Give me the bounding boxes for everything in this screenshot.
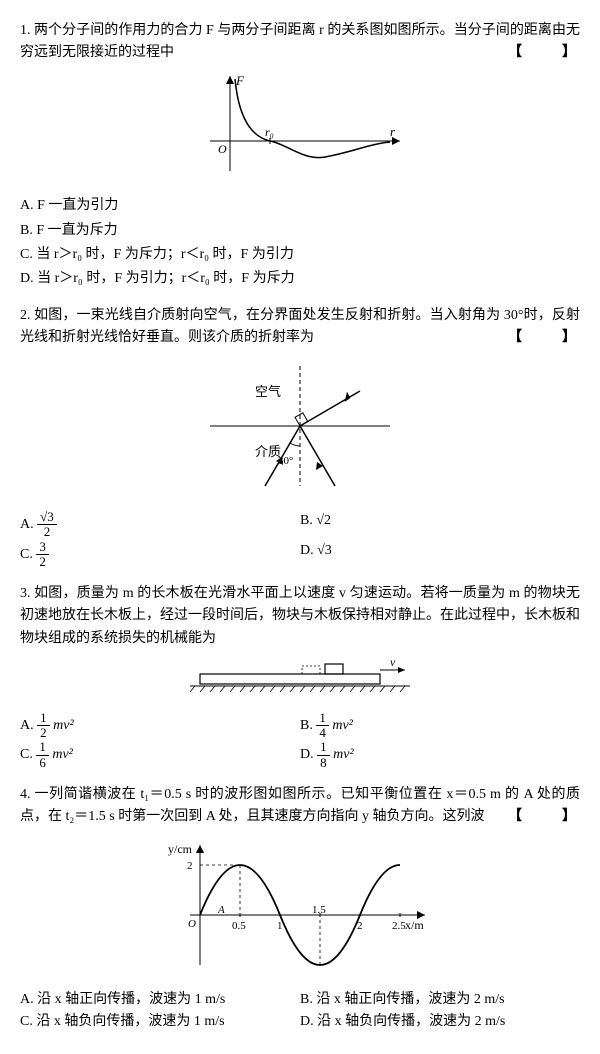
x-axis-label: x/m xyxy=(405,918,424,932)
option-a[interactable]: A. 12 mv² xyxy=(20,711,300,741)
xtick-3: 2 xyxy=(357,920,363,932)
option-d[interactable]: D. 当 r＞r₀ 时，F 为引力；r＜r₀ 时，F 为斥力 xyxy=(20,268,580,290)
q4-options: A. 沿 x 轴正向传播，波速为 1 m/s B. 沿 x 轴正向传播，波速为 … xyxy=(20,989,580,1034)
option-b[interactable]: B. √2 xyxy=(300,510,580,540)
option-c[interactable]: C. 16 mv² xyxy=(20,740,300,770)
question-3: 3. 如图，质量为 m 的长木板在光滑水平面上以速度 v 匀速运动。若将一质量为… xyxy=(20,583,580,770)
q3-options: A. 12 mv² B. 14 mv² C. 16 mv² D. 18 mv² xyxy=(20,711,580,770)
option-a[interactable]: A. F 一直为引力 xyxy=(20,195,580,217)
option-b[interactable]: B. 沿 x 轴正向传播，波速为 2 m/s xyxy=(300,989,580,1011)
option-b[interactable]: B. F 一直为斥力 xyxy=(20,220,580,242)
v-label: v xyxy=(390,656,396,669)
y-axis-label: y/cm xyxy=(168,842,193,856)
A-label: A xyxy=(217,904,225,916)
r0-label: r₀ xyxy=(265,125,274,139)
origin-label: O xyxy=(188,918,196,930)
q1-figure: F r r₀ O xyxy=(20,71,580,189)
q3-number: 3. xyxy=(20,586,31,601)
option-d[interactable]: D. 沿 x 轴负向传播，波速为 2 m/s xyxy=(300,1011,580,1033)
xtick-1: 1 xyxy=(277,920,283,932)
q1-text: 两个分子间的作用力的合力 F 与两分子间距离 r 的关系图如图所示。当分子间的距… xyxy=(20,23,580,60)
option-a[interactable]: A. √32 xyxy=(20,510,300,540)
answer-bracket: 【 】 xyxy=(508,327,580,349)
option-a[interactable]: A. 沿 x 轴正向传播，波速为 1 m/s xyxy=(20,989,300,1011)
q1-text-line: 1. 两个分子间的作用力的合力 F 与两分子间距离 r 的关系图如图所示。当分子… xyxy=(20,20,580,65)
option-c[interactable]: C. 当 r＞r₀ 时，F 为斥力；r＜r₀ 时，F 为引力 xyxy=(20,244,580,266)
axis-r-label: r xyxy=(390,124,396,139)
xtick-2: 1.5 xyxy=(312,904,326,916)
answer-bracket: 【 】 xyxy=(508,42,580,64)
q1-number: 1. xyxy=(20,23,31,38)
q2-figure: 空气 介质 30° xyxy=(20,356,580,504)
axis-F-label: F xyxy=(235,73,245,88)
option-d[interactable]: D. √3 xyxy=(300,540,580,570)
xtick-4: 2.5 xyxy=(392,920,406,932)
option-b[interactable]: B. 14 mv² xyxy=(300,711,580,741)
q4-number: 4. xyxy=(20,787,31,802)
origin-label: O xyxy=(218,142,227,156)
angle-label: 30° xyxy=(278,455,293,467)
question-2: 2. 如图，一束光线自介质射向空气，在分界面处发生反射和折射。当入射角为 30°… xyxy=(20,305,580,569)
q2-number: 2. xyxy=(20,308,31,323)
q2-text-line: 2. 如图，一束光线自介质射向空气，在分界面处发生反射和折射。当入射角为 30°… xyxy=(20,305,580,350)
q4-text: 一列简谐横波在 t₁＝0.5 s 时的波形图如图所示。已知平衡位置在 x＝0.5… xyxy=(20,787,580,824)
q4-text-line: 4. 一列简谐横波在 t₁＝0.5 s 时的波形图如图所示。已知平衡位置在 x＝… xyxy=(20,784,580,829)
q3-text: 如图，质量为 m 的长木板在光滑水平面上以速度 v 匀速运动。若将一质量为 m … xyxy=(20,586,580,646)
q1-options: A. F 一直为引力 B. F 一直为斥力 C. 当 r＞r₀ 时，F 为斥力；… xyxy=(20,195,580,291)
option-c[interactable]: C. 沿 x 轴负向传播，波速为 1 m/s xyxy=(20,1011,300,1033)
question-1: 1. 两个分子间的作用力的合力 F 与两分子间距离 r 的关系图如图所示。当分子… xyxy=(20,20,580,291)
q2-options: A. √32 B. √2 C. 32 D. √3 xyxy=(20,510,580,569)
q3-figure: v xyxy=(20,656,580,704)
q4-figure: y/cm x/m O 2 A 0.5 1 1.5 2 2.5 xyxy=(20,835,580,983)
answer-bracket: 【 】 xyxy=(508,806,580,828)
air-label: 空气 xyxy=(255,384,281,399)
q2-text: 如图，一束光线自介质射向空气，在分界面处发生反射和折射。当入射角为 30°时，反… xyxy=(20,308,580,345)
xtick-0: 0.5 xyxy=(232,920,246,932)
q3-text-line: 3. 如图，质量为 m 的长木板在光滑水平面上以速度 v 匀速运动。若将一质量为… xyxy=(20,583,580,650)
question-4: 4. 一列简谐横波在 t₁＝0.5 s 时的波形图如图所示。已知平衡位置在 x＝… xyxy=(20,784,580,1034)
option-d[interactable]: D. 18 mv² xyxy=(300,740,580,770)
option-c[interactable]: C. 32 xyxy=(20,540,300,570)
ytick-2: 2 xyxy=(187,860,193,872)
